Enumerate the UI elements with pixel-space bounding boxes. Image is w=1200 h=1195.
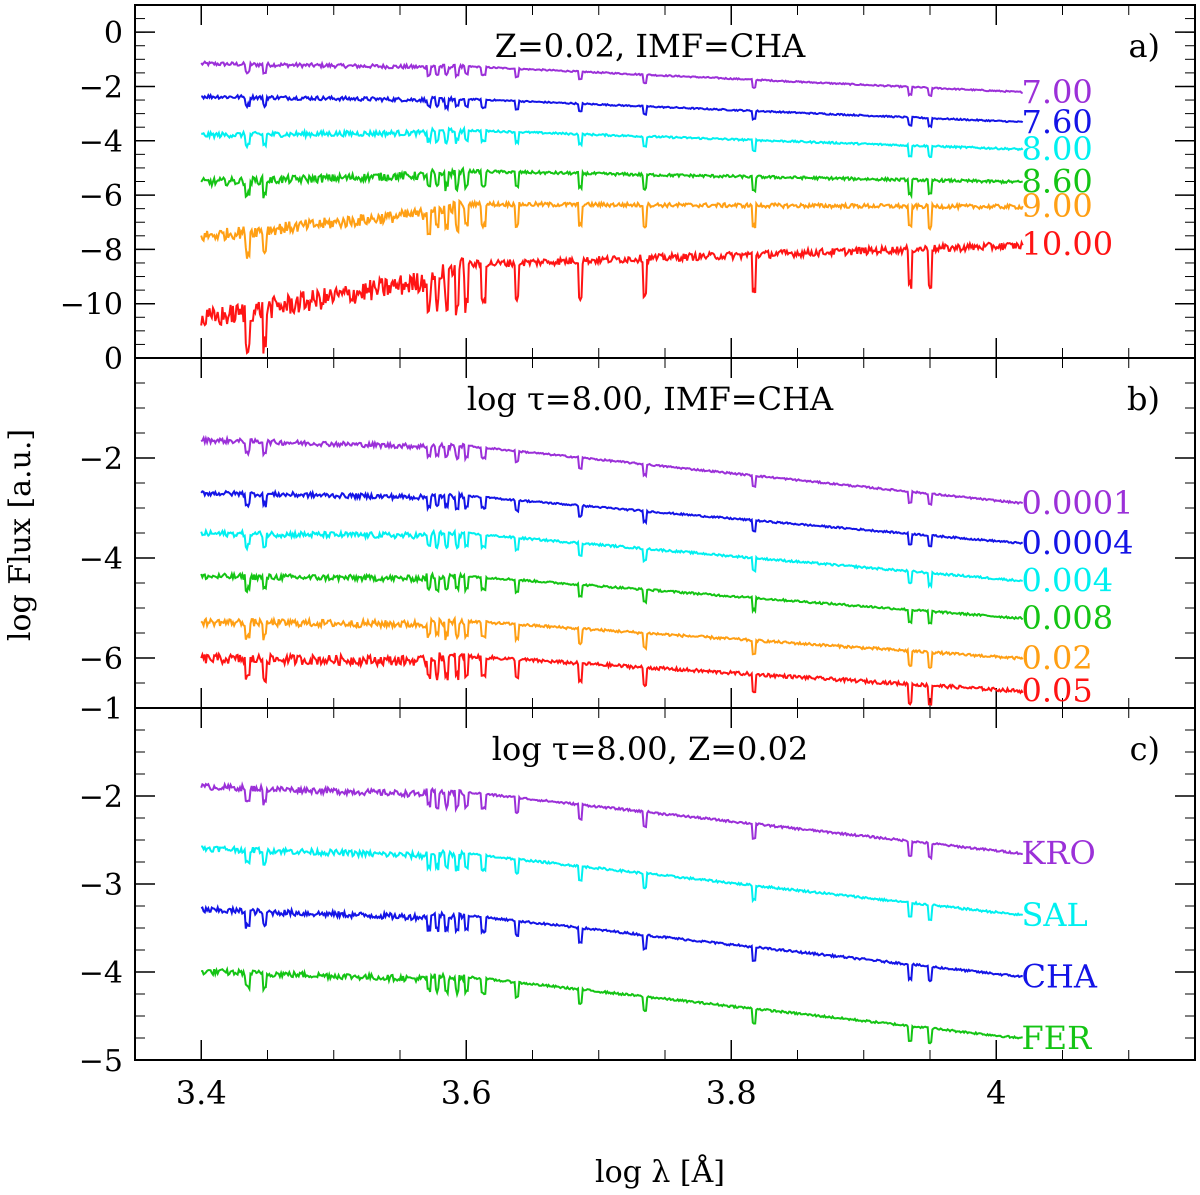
y-tick-label: −6 (79, 179, 123, 214)
series-a-10.00 (200, 239, 1024, 355)
series-a-9.00 (200, 198, 1024, 260)
y-tick-label: −4 (79, 956, 123, 991)
y-tick-label: 0 (104, 16, 123, 51)
series-label: FER (1022, 1019, 1093, 1057)
y-tick-label: −4 (79, 542, 123, 577)
y-tick-label: −2 (79, 442, 123, 477)
panel-title: log τ=8.00, Z=0.02 (492, 730, 809, 768)
series-label: 0.004 (1022, 562, 1114, 600)
series-label: 0.05 (1022, 672, 1093, 710)
x-tick-label: 4 (986, 1074, 1006, 1112)
panel-label: a) (1128, 27, 1160, 65)
series-label: CHA (1022, 957, 1098, 995)
panel-title: Z=0.02, IMF=CHA (495, 27, 806, 65)
x-tick-label: 3.6 (441, 1074, 492, 1112)
y-tick-label: −10 (60, 288, 123, 323)
y-tick-label: −5 (79, 1044, 123, 1079)
series-label: SAL (1022, 896, 1088, 934)
series-b-0.0004 (200, 488, 1023, 548)
series-label: 0.02 (1022, 639, 1093, 677)
series-label: 7.60 (1022, 103, 1093, 141)
series-c-CHA (200, 904, 1024, 983)
series-b-0.008 (200, 570, 1024, 625)
series-b-0.05 (200, 651, 1024, 706)
series-label: 0.0004 (1022, 524, 1134, 562)
series-a-7.60 (201, 92, 1024, 129)
y-tick-label: −2 (79, 780, 123, 815)
panel-title: log τ=8.00, IMF=CHA (467, 380, 834, 418)
y-tick-label: −8 (79, 233, 123, 268)
series-c-KRO (200, 781, 1023, 861)
y-tick-label: −4 (79, 125, 123, 160)
series-label: 9.00 (1022, 187, 1093, 225)
x-axis-label: log λ [Å] (595, 1154, 725, 1190)
series-c-FER (201, 966, 1023, 1045)
series-label: 8.60 (1022, 163, 1093, 201)
series-b-0.02 (200, 615, 1024, 670)
series-label: 7.00 (1022, 73, 1093, 111)
y-tick-label: −1 (79, 692, 123, 727)
series-label: 0.008 (1022, 599, 1114, 637)
series-label: 10.00 (1022, 225, 1114, 263)
series-a-8.60 (200, 165, 1023, 200)
series-label: 8.00 (1022, 130, 1093, 168)
series-c-SAL (200, 844, 1024, 922)
series-label: 0.0001 (1022, 484, 1134, 522)
y-axis-label: log Flux [a.u.] (3, 429, 38, 641)
series-a-8.00 (201, 125, 1024, 159)
panel-label: c) (1130, 730, 1160, 768)
series-b-0.004 (200, 527, 1023, 590)
y-tick-label: −3 (79, 868, 123, 903)
y-tick-label: 0 (104, 342, 123, 377)
series-label: KRO (1022, 834, 1096, 872)
x-tick-label: 3.4 (176, 1074, 227, 1112)
series-a-7.00 (200, 60, 1023, 98)
series-b-0.0001 (200, 434, 1024, 507)
panel-label: b) (1127, 380, 1160, 418)
y-tick-label: −6 (79, 642, 123, 677)
x-tick-label: 3.8 (706, 1074, 757, 1112)
panel-c: −1 −2 −3 −4 −5 KRO SAL CHA FER log τ=8.00, Z=0.02… (79, 692, 1196, 1079)
y-tick-label: −2 (79, 70, 123, 105)
